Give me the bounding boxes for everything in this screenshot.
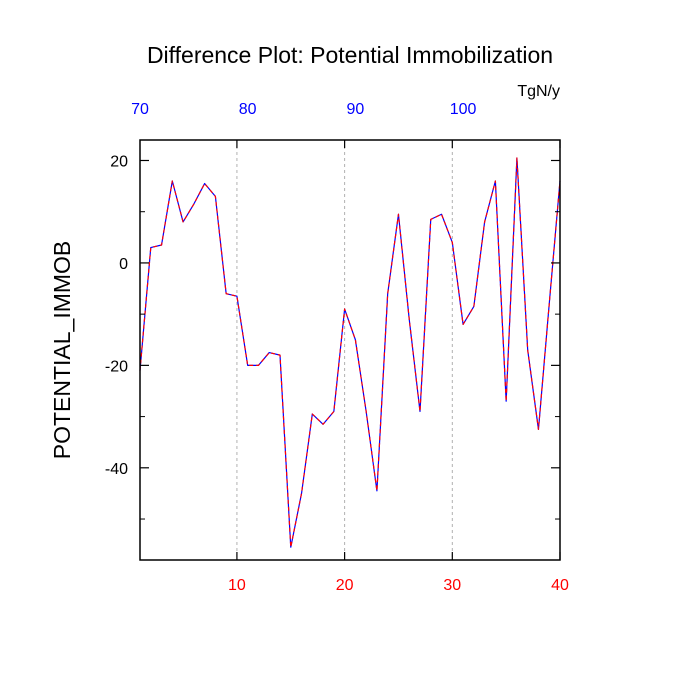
y-axis-label: POTENTIAL_IMMOB (49, 241, 75, 460)
x-tick-label-top: 90 (346, 101, 364, 118)
y-tick-label: -20 (105, 358, 128, 375)
y-tick-label: 0 (119, 256, 128, 273)
plot-frame (139, 139, 561, 561)
y-tick-label: -40 (105, 461, 128, 478)
axes: 10 20 30 40 70 80 90 100 20 0 -20 -40 (105, 101, 569, 594)
units-label: TgN/y (517, 83, 560, 100)
x-tick-label-bottom: 10 (228, 577, 246, 594)
x-tick-label-top: 80 (239, 101, 257, 118)
series-line-overlay (139, 157, 561, 548)
x-tick-label-bottom: 30 (443, 577, 461, 594)
x-tick-label-bottom: 40 (551, 577, 569, 594)
chart-title: Difference Plot: Potential Immobilizatio… (147, 42, 553, 68)
grid-lines (236, 140, 453, 560)
data-series (139, 157, 561, 548)
x-tick-label-top: 70 (131, 101, 149, 118)
x-tick-label-top: 100 (450, 101, 477, 118)
x-tick-label-bottom: 20 (336, 577, 354, 594)
y-tick-label: 20 (110, 153, 128, 170)
